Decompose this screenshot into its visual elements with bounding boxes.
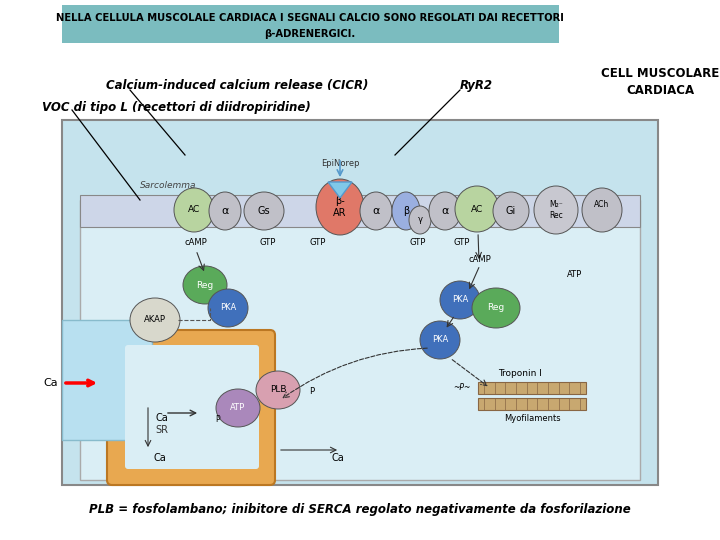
- Text: ~P~: ~P~: [454, 383, 471, 393]
- Text: α: α: [441, 206, 449, 216]
- Ellipse shape: [316, 179, 364, 235]
- Text: PKA: PKA: [432, 335, 448, 345]
- Text: Reg: Reg: [487, 303, 505, 313]
- Text: cAMP: cAMP: [184, 238, 207, 247]
- Ellipse shape: [493, 192, 529, 230]
- Text: GTP: GTP: [410, 238, 426, 247]
- Ellipse shape: [174, 188, 214, 232]
- Bar: [80, 195, 640, 227]
- Text: Ca: Ca: [332, 453, 344, 463]
- Text: Reg: Reg: [197, 280, 214, 289]
- Bar: [80, 200, 640, 480]
- Text: ATP: ATP: [567, 270, 582, 279]
- Ellipse shape: [209, 192, 241, 230]
- Text: AKAP: AKAP: [144, 315, 166, 325]
- Ellipse shape: [256, 371, 300, 409]
- Ellipse shape: [440, 281, 480, 319]
- Text: Gs: Gs: [258, 206, 270, 216]
- Ellipse shape: [534, 186, 578, 234]
- Text: α: α: [372, 206, 379, 216]
- Ellipse shape: [582, 188, 622, 232]
- Text: β-
AR: β- AR: [333, 196, 347, 218]
- Text: EpiNorep: EpiNorep: [320, 159, 359, 168]
- Ellipse shape: [183, 266, 227, 304]
- Bar: [478, 398, 586, 410]
- Bar: [62, 320, 152, 440]
- Ellipse shape: [472, 288, 520, 328]
- Text: γ: γ: [418, 215, 423, 225]
- Bar: [478, 382, 586, 394]
- Text: Ca: Ca: [156, 413, 168, 423]
- FancyBboxPatch shape: [125, 345, 259, 469]
- Text: Sarcolemma: Sarcolemma: [140, 181, 197, 190]
- Text: SR: SR: [156, 425, 168, 435]
- Ellipse shape: [392, 192, 420, 230]
- Text: AC: AC: [188, 206, 200, 214]
- Text: P: P: [216, 415, 220, 424]
- Text: CELL MUSCOLARE: CELL MUSCOLARE: [601, 67, 719, 80]
- Ellipse shape: [409, 206, 431, 234]
- Ellipse shape: [130, 298, 180, 342]
- Text: PKA: PKA: [452, 295, 468, 305]
- Ellipse shape: [360, 192, 392, 230]
- Text: GTP: GTP: [454, 238, 470, 247]
- Text: GTP: GTP: [310, 238, 326, 247]
- Text: Troponin I: Troponin I: [498, 369, 542, 378]
- Text: P: P: [310, 388, 315, 396]
- FancyBboxPatch shape: [107, 330, 275, 485]
- Text: RyR2: RyR2: [460, 79, 493, 92]
- Bar: [62, 5, 559, 43]
- Text: AC: AC: [471, 205, 483, 213]
- Ellipse shape: [208, 289, 248, 327]
- Text: VOC di tipo L (recettori di diidropiridine): VOC di tipo L (recettori di diidropiridi…: [42, 102, 311, 114]
- Text: NELLA CELLULA MUSCOLALE CARDIACA I SEGNALI CALCIO SONO REGOLATI DAI RECETTORI: NELLA CELLULA MUSCOLALE CARDIACA I SEGNA…: [56, 13, 564, 23]
- Ellipse shape: [420, 321, 460, 359]
- Bar: [62, 120, 658, 485]
- Text: CARDIACA: CARDIACA: [626, 84, 694, 97]
- Text: Calcium-induced calcium release (CICR): Calcium-induced calcium release (CICR): [106, 79, 369, 92]
- Ellipse shape: [429, 192, 461, 230]
- Text: PKA: PKA: [220, 303, 236, 313]
- Text: PLB = fosfolambano; inibitore di SERCA regolato negativamente da fosforilazione: PLB = fosfolambano; inibitore di SERCA r…: [89, 503, 631, 516]
- Ellipse shape: [455, 186, 499, 232]
- Text: GTP: GTP: [260, 238, 276, 247]
- Text: Myofilaments: Myofilaments: [504, 414, 560, 423]
- Text: Gi: Gi: [506, 206, 516, 216]
- Text: cAMP: cAMP: [469, 255, 491, 264]
- Text: Ca: Ca: [153, 453, 166, 463]
- Text: α: α: [221, 206, 229, 216]
- Polygon shape: [328, 182, 352, 198]
- Text: Ca: Ca: [43, 378, 58, 388]
- Text: ACh: ACh: [595, 200, 610, 220]
- Text: ATP: ATP: [230, 403, 246, 413]
- Text: M₂⁻
Rec: M₂⁻ Rec: [549, 200, 563, 220]
- Ellipse shape: [244, 192, 284, 230]
- Text: PLB: PLB: [270, 386, 287, 395]
- Ellipse shape: [216, 389, 260, 427]
- Text: β: β: [403, 206, 409, 216]
- Text: β-ADRENERGICI.: β-ADRENERGICI.: [264, 29, 356, 39]
